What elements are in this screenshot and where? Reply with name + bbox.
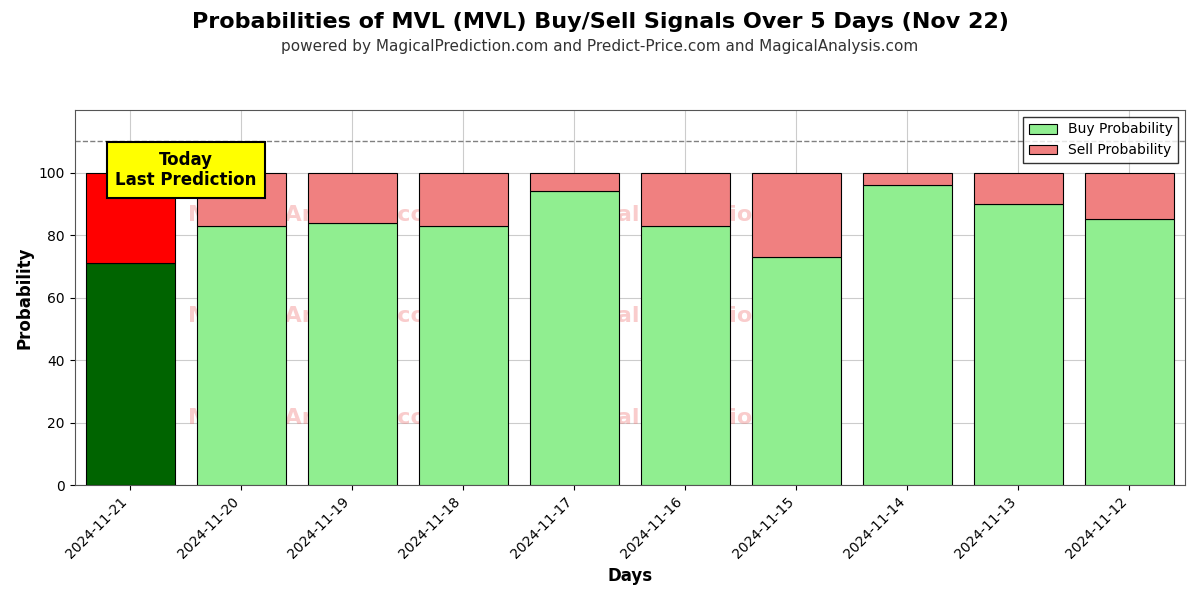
- Text: MagicalAnalysis.com: MagicalAnalysis.com: [188, 407, 450, 428]
- Bar: [308, 173, 397, 223]
- Bar: [752, 257, 841, 485]
- Bar: [197, 173, 286, 226]
- Bar: [863, 173, 952, 185]
- Bar: [1085, 220, 1174, 485]
- Bar: [419, 226, 508, 485]
- Bar: [974, 204, 1063, 485]
- Bar: [641, 226, 730, 485]
- Text: Probabilities of MVL (MVL) Buy/Sell Signals Over 5 Days (Nov 22): Probabilities of MVL (MVL) Buy/Sell Sign…: [192, 12, 1008, 32]
- Text: MagicalPrediction.com: MagicalPrediction.com: [542, 205, 828, 225]
- Bar: [308, 223, 397, 485]
- Bar: [974, 173, 1063, 204]
- Text: MagicalAnalysis.com: MagicalAnalysis.com: [188, 306, 450, 326]
- Text: MagicalAnalysis.com: MagicalAnalysis.com: [188, 205, 450, 225]
- Text: powered by MagicalPrediction.com and Predict-Price.com and MagicalAnalysis.com: powered by MagicalPrediction.com and Pre…: [281, 39, 919, 54]
- Bar: [419, 173, 508, 226]
- Legend: Buy Probability, Sell Probability: Buy Probability, Sell Probability: [1024, 117, 1178, 163]
- Y-axis label: Probability: Probability: [16, 246, 34, 349]
- Text: MagicalPrediction.com: MagicalPrediction.com: [542, 407, 828, 428]
- Bar: [530, 173, 619, 191]
- Bar: [1085, 173, 1174, 220]
- Bar: [641, 173, 730, 226]
- Bar: [85, 173, 174, 263]
- Bar: [85, 263, 174, 485]
- Bar: [197, 226, 286, 485]
- Bar: [752, 173, 841, 257]
- Text: Today
Last Prediction: Today Last Prediction: [115, 151, 257, 190]
- Text: MagicalPrediction.com: MagicalPrediction.com: [542, 306, 828, 326]
- X-axis label: Days: Days: [607, 567, 653, 585]
- Bar: [863, 185, 952, 485]
- Bar: [530, 191, 619, 485]
